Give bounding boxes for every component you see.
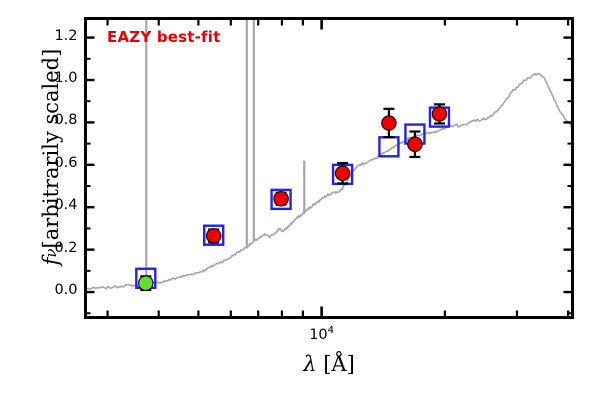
y-tick-label-0: 0.0 xyxy=(54,282,78,299)
observed-photometry-point-0-0 xyxy=(205,228,222,244)
eazy-best-fit-annotation: EAZY best-fit xyxy=(107,28,221,46)
observed-photometry-point-1-0 xyxy=(138,275,154,292)
observed-photometry-point-0-4 xyxy=(407,130,423,159)
observed-photometry-point-0-3 xyxy=(381,107,397,139)
observed-photometry-point-0-5 xyxy=(431,103,448,125)
observed-photometry-point-0-2 xyxy=(334,162,351,185)
model-photometry-square-1 xyxy=(202,224,225,246)
x-axis-label: λ [Å] xyxy=(85,352,573,376)
y-tick-label-4: 0.8 xyxy=(54,112,78,129)
data-point-marker xyxy=(334,165,351,182)
y-axis-label-symbol: f xyxy=(39,257,63,266)
data-point-marker xyxy=(381,115,397,131)
data-point-marker xyxy=(431,106,448,122)
data-point-marker xyxy=(205,228,222,244)
y-tick-label-3: 0.6 xyxy=(54,154,78,171)
x-axis-label-symbol: λ xyxy=(303,352,317,376)
x-tick-label-0: 104 xyxy=(309,324,335,343)
data-point-marker xyxy=(273,190,289,207)
observed-photometry-point-0-1 xyxy=(273,190,289,207)
data-point-marker xyxy=(138,275,154,291)
data-point-marker xyxy=(407,136,423,152)
y-tick-label-6: 1.2 xyxy=(54,27,78,44)
spectrum-curve xyxy=(85,72,573,290)
y-tick-label-5: 1.0 xyxy=(54,69,78,86)
y-tick-label-1: 0.2 xyxy=(54,239,78,256)
y-tick-label-2: 0.4 xyxy=(54,197,78,214)
axes-frame xyxy=(84,17,574,319)
x-axis-label-unit: [Å] xyxy=(323,352,355,376)
model-photometry-square-2 xyxy=(270,188,292,211)
